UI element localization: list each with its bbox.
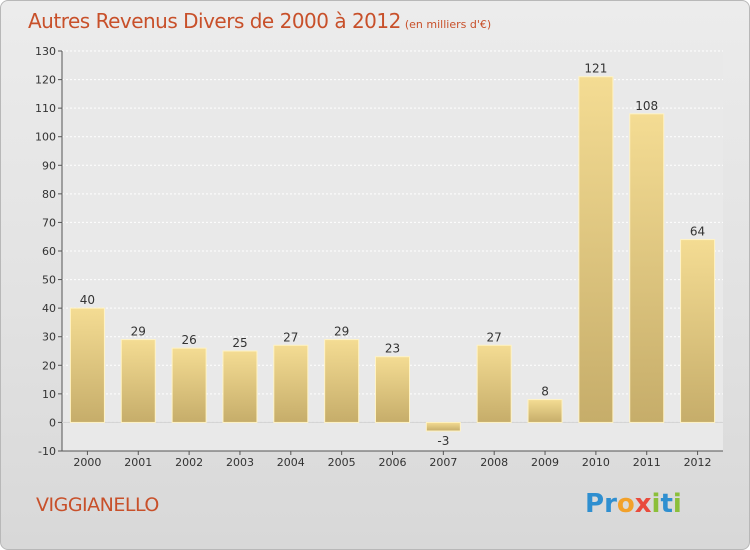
x-tick-label: 2006 (379, 456, 407, 469)
x-tick-label: 2005 (328, 456, 356, 469)
y-tick-label: 130 (35, 45, 56, 58)
logo-letter: i (672, 489, 682, 519)
x-tick-label: 2009 (531, 456, 559, 469)
y-tick-label: 120 (35, 74, 56, 87)
y-tick-label: 100 (35, 131, 56, 144)
chart-subtitle: (en milliers d'€) (404, 18, 492, 31)
y-tick-label: -10 (38, 445, 56, 458)
bar (476, 344, 512, 423)
data-label: 8 (541, 385, 549, 399)
data-label: 23 (385, 342, 400, 356)
logo-letter: r (604, 489, 617, 519)
x-tick-label: 2001 (124, 456, 152, 469)
y-tick-label: 90 (42, 159, 56, 172)
y-tick-label: 40 (42, 302, 56, 315)
bar (425, 421, 461, 432)
place-name: VIGGIANELLO (36, 494, 159, 516)
data-label: 64 (690, 225, 705, 239)
chart-title: Autres Revenus Divers de 2000 à 2012 (en … (28, 9, 491, 33)
y-tick-label: 50 (42, 274, 56, 287)
data-label: 27 (283, 330, 298, 344)
logo-letter: t (660, 489, 673, 519)
logo-letter: x (634, 489, 652, 519)
bar (324, 339, 360, 423)
bar (222, 350, 258, 423)
data-label: 40 (80, 293, 95, 307)
bar (273, 344, 309, 423)
bar (171, 347, 207, 423)
proxiti-logo: Proxiti (585, 489, 682, 519)
x-tick-label: 2007 (429, 456, 457, 469)
data-label: 121 (584, 62, 607, 76)
data-label: -3 (437, 434, 449, 448)
x-tick-label: 2002 (175, 456, 203, 469)
logo-letter: o (616, 489, 635, 519)
y-tick-label: 70 (42, 216, 56, 229)
x-tick-label: 2003 (226, 456, 254, 469)
data-label: 29 (131, 325, 146, 339)
bar (375, 356, 410, 423)
y-tick-label: 30 (42, 331, 56, 344)
bar (69, 307, 105, 423)
y-tick-label: 80 (42, 188, 56, 201)
x-tick-label: 2008 (480, 456, 508, 469)
bar (527, 399, 563, 423)
chart-title-text: Autres Revenus Divers de 2000 à 2012 (28, 9, 401, 33)
x-tick-label: 2012 (684, 456, 712, 469)
x-tick-label: 2000 (73, 456, 101, 469)
data-label: 29 (334, 325, 349, 339)
data-label: 108 (635, 99, 658, 113)
x-tick-label: 2011 (633, 456, 661, 469)
data-label: 25 (232, 336, 247, 350)
logo-letter: P (585, 489, 605, 519)
y-tick-label: 20 (42, 359, 56, 372)
logo-letter: i (651, 489, 661, 519)
x-tick-label: 2004 (277, 456, 305, 469)
bar (680, 239, 716, 423)
bar (578, 76, 614, 423)
y-tick-label: 60 (42, 245, 56, 258)
bar (629, 113, 665, 423)
data-label: 26 (181, 333, 196, 347)
bar (120, 339, 156, 423)
data-label: 27 (487, 330, 502, 344)
y-tick-label: 10 (42, 388, 56, 401)
y-tick-label: 110 (35, 102, 56, 115)
x-tick-label: 2010 (582, 456, 610, 469)
y-tick-label: 0 (49, 416, 56, 429)
